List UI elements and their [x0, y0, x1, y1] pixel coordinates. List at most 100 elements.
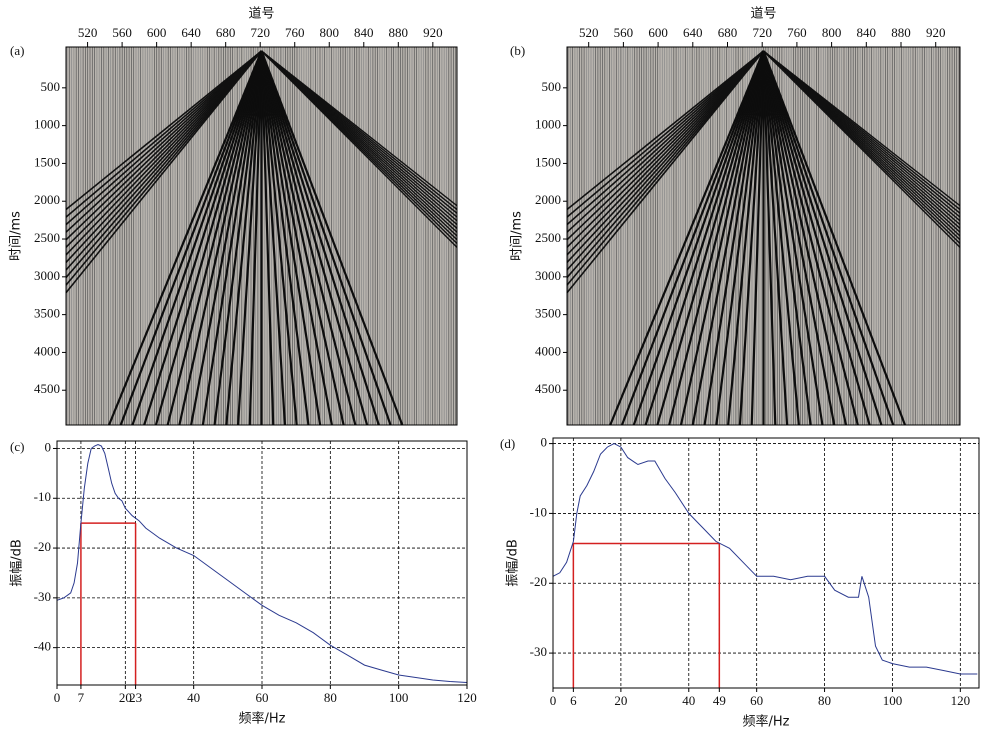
y-tick-label: -30 [530, 644, 547, 659]
ground-roll [260, 50, 287, 426]
y-tick-label: 3500 [34, 306, 60, 321]
ground-roll [260, 50, 392, 426]
x-axis-label: 频率/Hz [743, 714, 790, 730]
x-tick-label: 880 [389, 25, 409, 40]
event [566, 50, 765, 211]
ground-roll [225, 50, 263, 426]
y-tick-label: 0 [541, 435, 548, 450]
x-axis-label: 道号 [750, 7, 776, 22]
x-tick-label: 6 [570, 693, 577, 708]
y-tick-label: 1000 [34, 117, 60, 132]
ground-roll [762, 50, 824, 426]
x-tick-label: 720 [250, 25, 270, 40]
ground-roll [762, 50, 883, 426]
x-tick-label: 120 [457, 690, 477, 705]
y-tick-label: 3500 [535, 306, 561, 321]
y-tick-label: 4500 [34, 381, 60, 396]
x-tick-label: 680 [718, 25, 738, 40]
ground-roll [201, 50, 263, 426]
x-tick-label: 800 [320, 25, 340, 40]
x-tick-label: 120 [951, 693, 971, 708]
y-axis-label: 振幅/dB [10, 539, 25, 587]
ground-roll [656, 50, 765, 426]
y-axis-label: 时间/ms [9, 211, 24, 261]
y-tick-label: 2000 [34, 192, 60, 207]
x-tick-label: 60 [256, 690, 269, 705]
x-tick-label: 920 [423, 25, 443, 40]
ground-roll [166, 50, 263, 426]
y-tick-label: 3000 [535, 268, 561, 283]
x-tick-label: 60 [750, 693, 763, 708]
ground-roll [260, 50, 310, 426]
ground-roll [178, 50, 263, 426]
ground-roll [762, 50, 836, 426]
ground-roll [190, 50, 263, 426]
ground-roll [727, 50, 765, 426]
x-tick-label: 760 [285, 25, 305, 40]
ground-roll [762, 50, 907, 426]
y-tick-label: 4000 [34, 343, 60, 358]
x-tick-label: 640 [181, 25, 201, 40]
event [65, 50, 263, 233]
x-tick-label: 520 [78, 25, 98, 40]
y-tick-label: -20 [34, 539, 51, 554]
y-tick-label: 0 [45, 439, 52, 454]
ground-roll [609, 50, 765, 426]
panel-label: (b) [510, 43, 525, 58]
event [261, 50, 458, 248]
ground-roll [762, 50, 789, 426]
x-tick-label: 100 [883, 693, 903, 708]
plot-frame [65, 46, 458, 426]
x-tick-label: 840 [857, 25, 877, 40]
ground-roll [119, 50, 263, 426]
event [566, 50, 765, 248]
event [65, 50, 263, 294]
y-tick-label: 500 [542, 79, 562, 94]
x-axis-label: 道号 [248, 7, 274, 22]
ground-roll [131, 50, 263, 426]
ground-roll [248, 50, 263, 426]
ground-roll [260, 50, 333, 426]
x-tick-label: 20 [119, 690, 132, 705]
x-tick-label: 600 [147, 25, 167, 40]
ground-roll [260, 50, 345, 426]
x-tick-label: 920 [926, 25, 946, 40]
seismic-texture [566, 47, 961, 426]
spectrum-line [56, 443, 468, 683]
event [566, 50, 765, 233]
x-tick-label: 80 [818, 693, 831, 708]
event [65, 50, 263, 264]
x-tick-label: 0 [54, 690, 61, 705]
ground-roll [620, 50, 765, 426]
y-tick-label: 4000 [535, 343, 561, 358]
event [763, 50, 961, 248]
y-tick-label: 2500 [535, 230, 561, 245]
x-tick-label: 80 [324, 690, 337, 705]
ground-roll [762, 50, 777, 426]
ground-roll [107, 50, 263, 426]
panel-label: (a) [10, 43, 24, 58]
x-tick-label: 20 [614, 693, 627, 708]
y-tick-label: 3000 [34, 268, 60, 283]
y-axis-label: 时间/ms [510, 211, 525, 261]
x-tick-label: 800 [822, 25, 842, 40]
ground-roll [762, 50, 800, 426]
ground-roll [260, 50, 357, 426]
y-tick-label: -10 [530, 504, 547, 519]
y-tick-label: 1000 [535, 117, 561, 132]
ground-roll [738, 50, 765, 426]
ground-roll [260, 50, 404, 426]
ground-roll [143, 50, 263, 426]
panel-label: (c) [10, 439, 24, 454]
y-tick-label: 2500 [34, 230, 60, 245]
ground-roll [762, 50, 848, 426]
ground-roll [703, 50, 765, 426]
y-tick-label: 1500 [34, 154, 60, 169]
x-tick-label: 100 [389, 690, 409, 705]
event [65, 50, 263, 241]
event [65, 50, 263, 218]
ground-roll [260, 50, 369, 426]
ground-roll [213, 50, 263, 426]
ground-roll [762, 50, 895, 426]
